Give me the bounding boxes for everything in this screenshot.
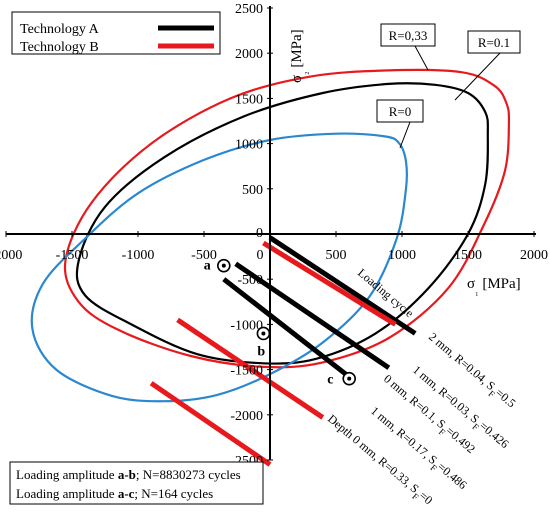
x-tick-label: 0 (257, 248, 264, 263)
point-a-label: a (204, 259, 211, 274)
y-tick-label: -1000 (230, 318, 263, 333)
label-r01-leader (454, 52, 501, 101)
x-tick-label: -2000 (0, 248, 22, 263)
y-tick-label: 1500 (235, 92, 263, 107)
x-axis-label: σ₁ [MPa] (467, 276, 521, 297)
y-tick-label: 2500 (235, 2, 263, 17)
loading-lines (149, 235, 417, 467)
loading-line-label-1: 2 mm, R=0.04, SF=0.5 (424, 330, 519, 414)
loading-line-label-6: Depth 0 mm, R=0.33, SF=0 (323, 412, 436, 511)
label-r0-leader (399, 121, 411, 149)
info-box: Loading amplitude a-b; N=8830273 cycles L… (9, 461, 264, 505)
info-line-ac: Loading amplitude a-c; N=164 cycles (16, 486, 213, 501)
envelope-curve-1 (63, 68, 511, 369)
y-tick-label: 500 (242, 183, 263, 198)
point-c-dot (347, 376, 352, 381)
loading-line-5 (176, 317, 325, 420)
axes (5, 6, 536, 461)
point-b-label: b (257, 344, 265, 359)
label-r033-leader (414, 45, 429, 71)
x-tick-label: 2000 (520, 248, 548, 263)
y-tick-label: -2000 (230, 409, 263, 424)
state-points: a b c (204, 259, 357, 388)
loading-line-1 (268, 235, 417, 336)
label-r01-box (467, 30, 521, 54)
legend-label-1: Technology A (20, 22, 100, 37)
point-b-dot (261, 331, 266, 336)
x-tick-label: -1500 (56, 248, 89, 263)
label-r0-box (376, 99, 424, 123)
y-tick-label: 1000 (235, 138, 263, 153)
y-tick-label: 2000 (235, 47, 263, 62)
x-tick-label: 1000 (388, 248, 416, 263)
x-tick-label: 1500 (454, 248, 482, 263)
x-tick-label: 500 (326, 248, 347, 263)
loading-line-3 (222, 277, 351, 379)
envelope-curve-2 (75, 82, 489, 365)
legend-label-2: Technology B (20, 40, 99, 55)
label-r01-text: R=0.1 (478, 35, 510, 50)
x-tick-label: -1000 (122, 248, 155, 263)
y-tick-label: -1500 (230, 364, 263, 379)
label-r0-text: R=0 (389, 104, 412, 119)
y-tick-label: 0 (256, 226, 263, 241)
point-a-dot (221, 263, 226, 268)
legend: Technology A Technology B (11, 11, 221, 55)
loading-line-6 (149, 381, 272, 467)
loading-line-4 (262, 240, 397, 327)
label-r033-text: R=0,33 (389, 28, 428, 43)
x-tick-label: -500 (191, 248, 217, 263)
loading-line-2 (234, 261, 391, 370)
info-box-frame (9, 461, 264, 505)
label-r033-box (380, 23, 436, 47)
point-c-label: c (327, 373, 333, 388)
y-tick-label: -500 (237, 273, 263, 288)
info-line-ab: Loading amplitude a-b; N=8830273 cycles (16, 467, 241, 482)
y-axis-label: σ₂ [MPa] (289, 29, 310, 83)
